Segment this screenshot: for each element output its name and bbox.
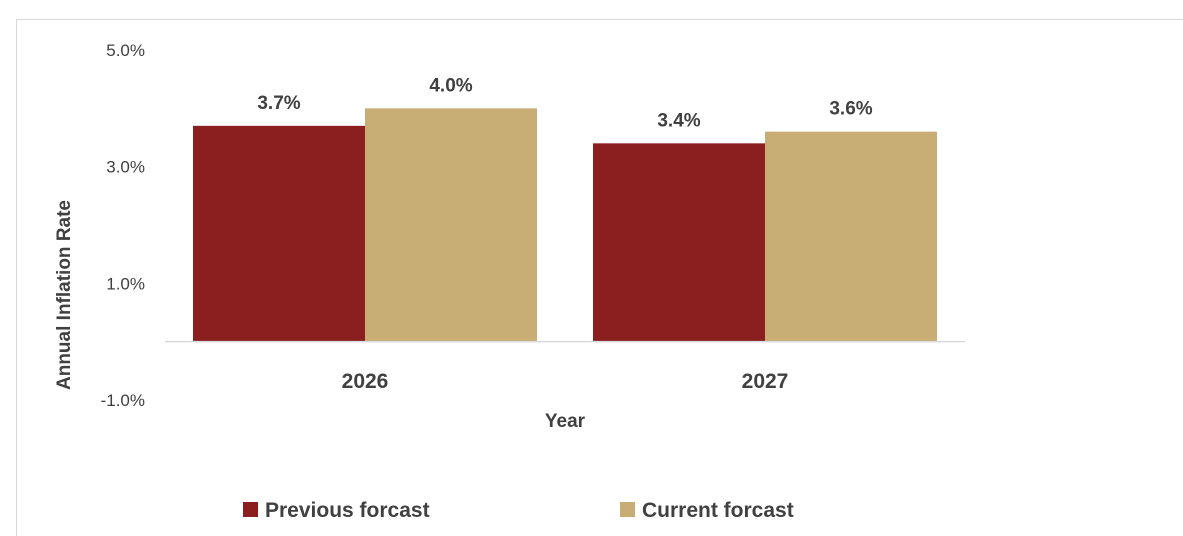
data-label: 3.4% <box>657 110 700 131</box>
bars-group <box>193 108 937 342</box>
x-category-label: 2027 <box>742 370 789 393</box>
y-tick-label: -1.0% <box>101 391 145 410</box>
x-axis-title: Year <box>545 411 586 432</box>
bar-current-2026 <box>365 108 537 342</box>
data-label: 4.0% <box>429 75 472 96</box>
data-label: 3.6% <box>829 99 872 120</box>
y-tick-label: 3.0% <box>106 158 145 177</box>
data-label: 3.7% <box>257 93 300 114</box>
chart-frame <box>16 19 1183 536</box>
data-labels-group: 3.7% 4.0% 3.4% 3.6% <box>257 75 872 131</box>
legend-swatch-current <box>620 502 635 517</box>
x-axis-category-labels: 2026 2027 <box>342 370 789 393</box>
legend-label: Current forcast <box>642 499 794 522</box>
x-category-label: 2026 <box>342 370 389 393</box>
legend: Previous forcast Current forcast <box>243 499 794 522</box>
legend-swatch-previous <box>243 502 258 517</box>
bar-previous-2026 <box>193 125 365 342</box>
bar-previous-2027 <box>593 143 765 342</box>
y-axis-ticks: 5.0% 3.0% 1.0% -1.0% <box>101 41 145 410</box>
y-tick-label: 1.0% <box>106 274 145 293</box>
bar-current-2027 <box>765 131 937 342</box>
legend-label: Previous forcast <box>265 499 430 522</box>
y-tick-label: 5.0% <box>106 41 145 60</box>
y-axis-title: Annual Inflation Rate <box>54 200 75 390</box>
